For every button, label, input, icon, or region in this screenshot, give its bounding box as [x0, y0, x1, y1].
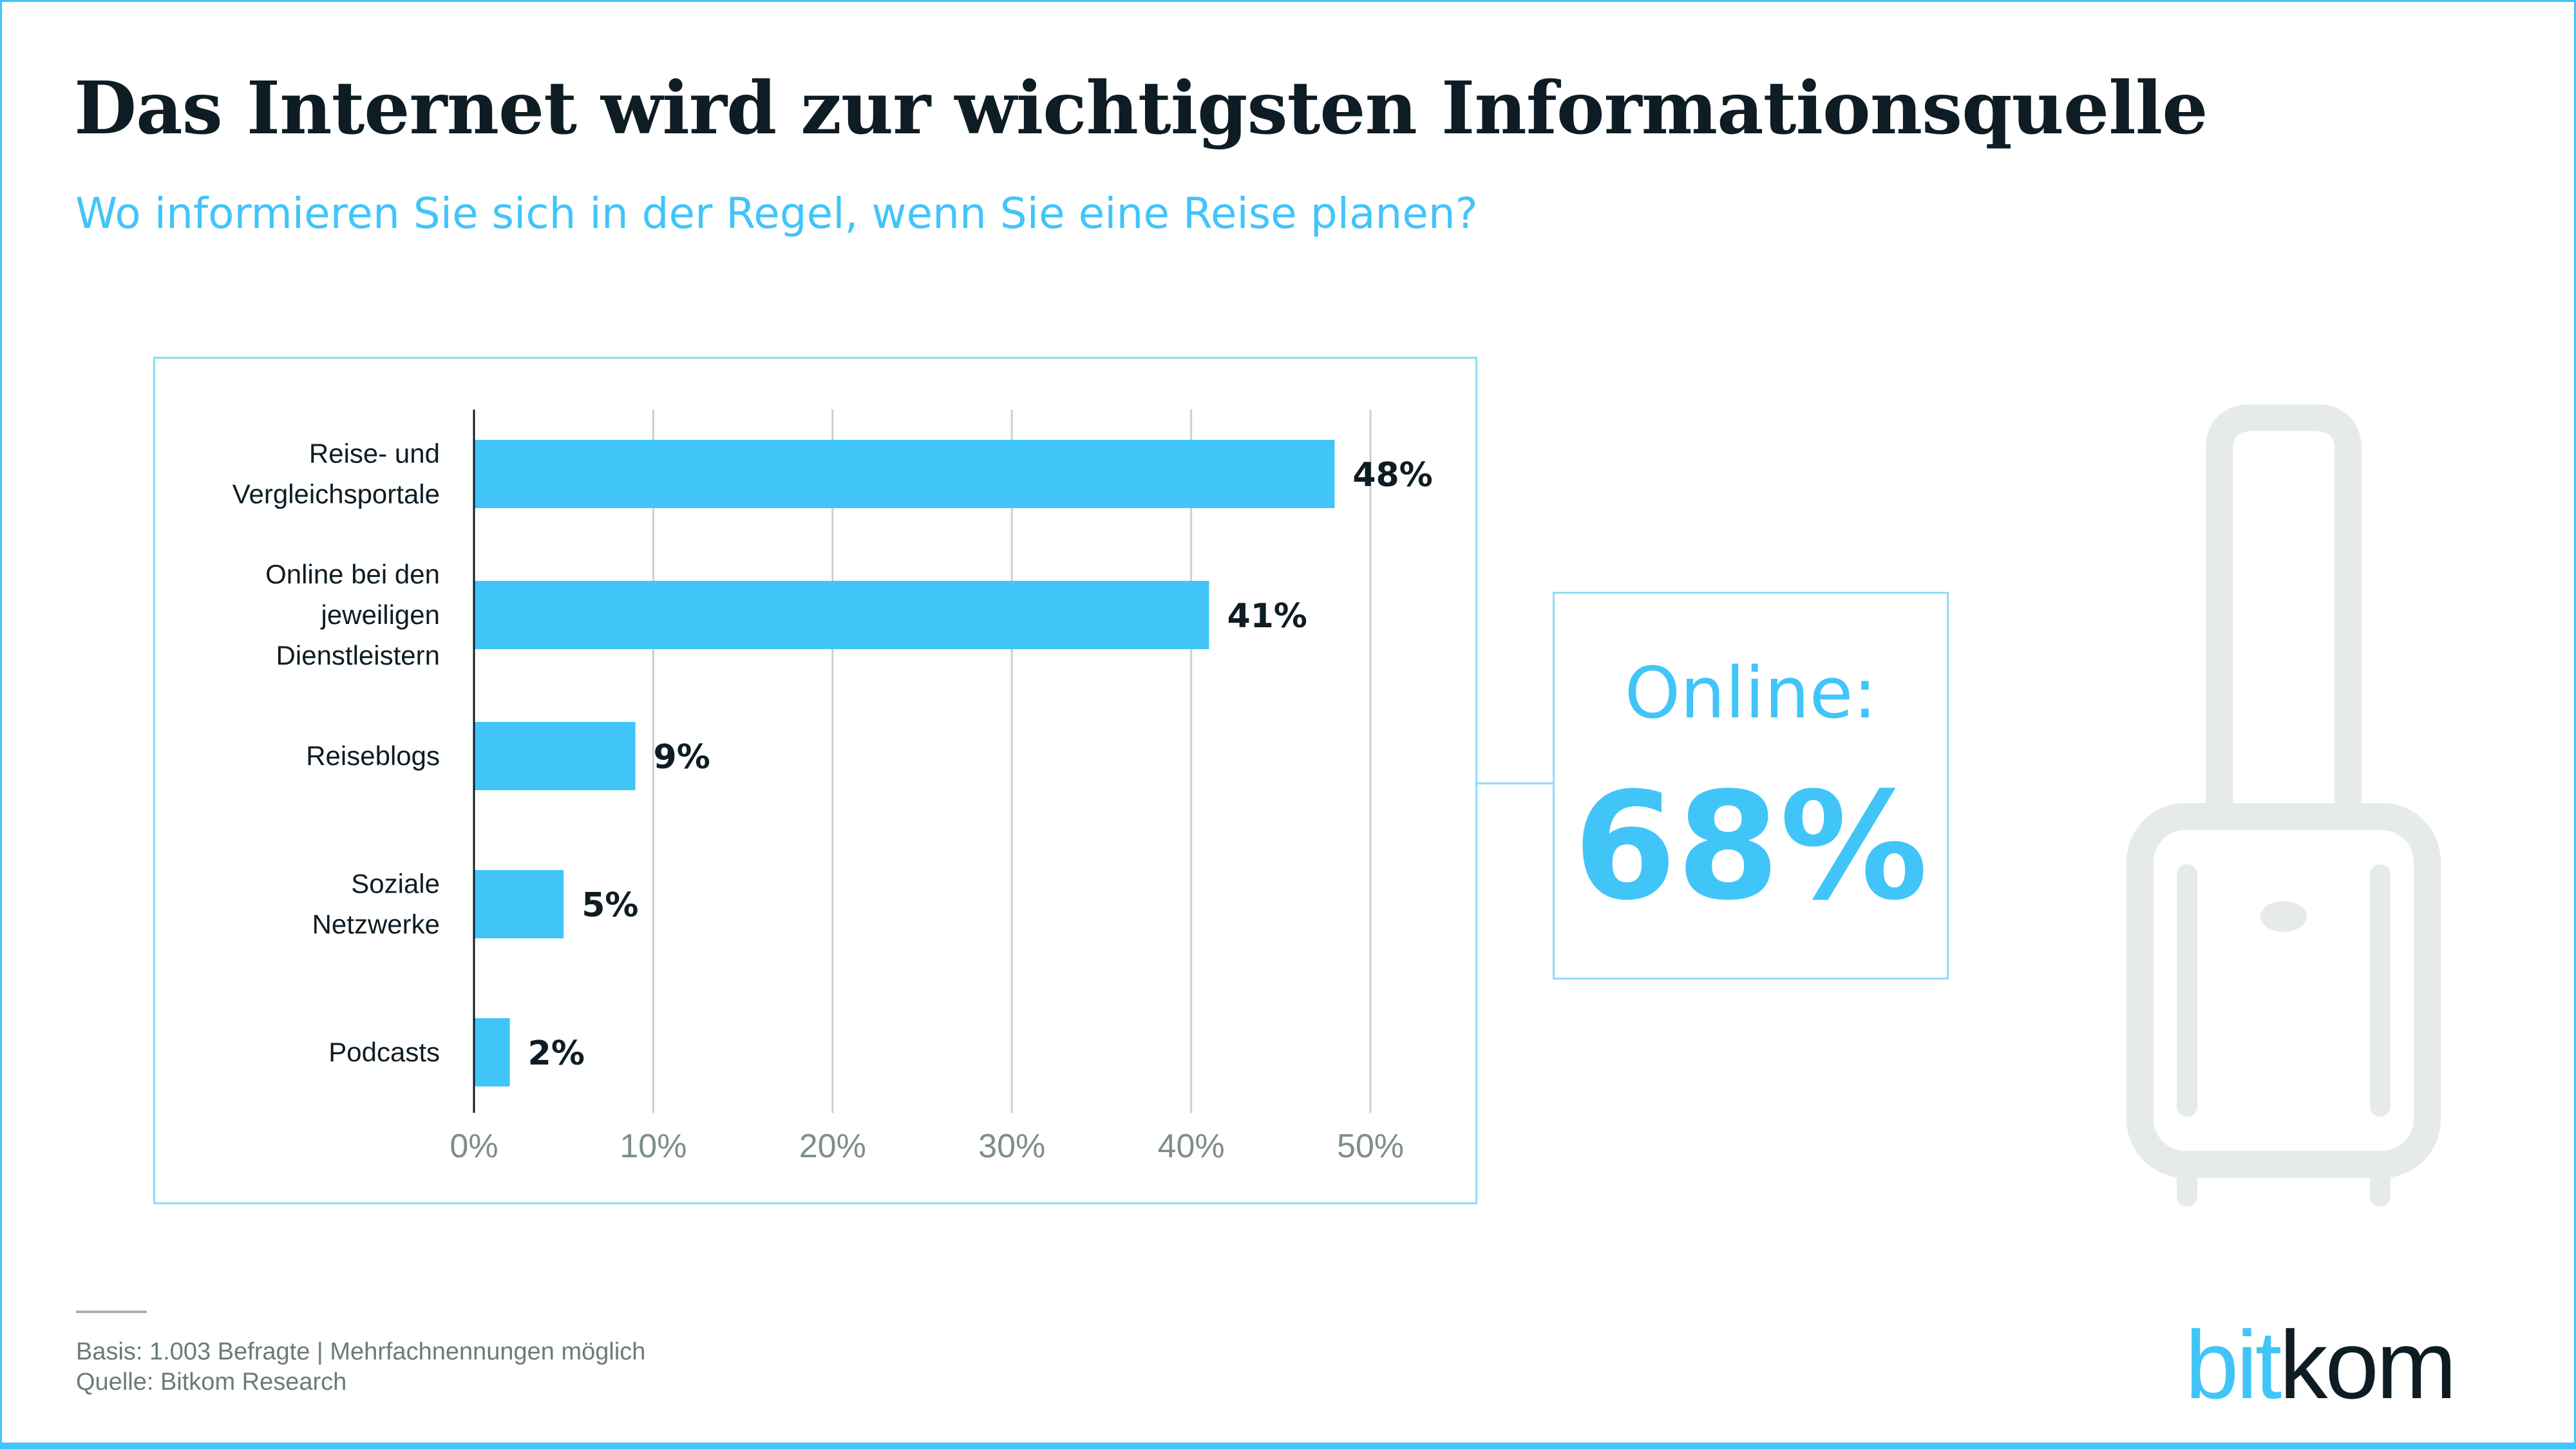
tick-label: 10%: [620, 1128, 687, 1165]
category-label: Reise- und: [309, 439, 440, 469]
category-label: Online bei den: [265, 559, 440, 589]
bar-chart: 0% 10% 20% 30% 40% 50% 48% Reise- und Vergleichs…: [232, 410, 1433, 1165]
data-label: 5%: [582, 886, 638, 925]
bitkom-logo: bitkom: [2185, 1311, 2457, 1419]
chart-frame: 0% 10% 20% 30% 40% 50% 48% Reise- und Vergleichs…: [153, 357, 1477, 1204]
data-label: 2%: [528, 1034, 585, 1073]
tick-label: 40%: [1158, 1128, 1225, 1165]
category-label: Dienstleistern: [276, 640, 440, 670]
tick-label: 30%: [978, 1128, 1045, 1165]
data-label: 48%: [1352, 456, 1432, 495]
online-callout: Online: 68%: [1553, 592, 1949, 980]
tick-label: 20%: [799, 1128, 866, 1165]
data-label: 9%: [654, 738, 710, 777]
tick-label: 50%: [1337, 1128, 1404, 1165]
bar: [474, 870, 564, 938]
category-label: Soziale: [351, 869, 440, 899]
bar: [474, 722, 636, 790]
footer-divider: [76, 1311, 147, 1313]
category-label: Reiseblogs: [306, 741, 440, 771]
data-label: 41%: [1227, 597, 1307, 636]
category-label: Podcasts: [328, 1037, 440, 1067]
callout-label: Online:: [1624, 652, 1877, 734]
connector-line: [1477, 782, 1553, 784]
bar: [474, 440, 1335, 508]
footer-source: Quelle: Bitkom Research: [76, 1368, 347, 1396]
chart-subtitle: Wo informieren Sie sich in der Regel, we…: [75, 189, 1478, 238]
bar: [474, 1018, 510, 1086]
tick-label: 0%: [450, 1128, 498, 1165]
category-label: Vergleichsportale: [232, 479, 440, 509]
category-label: Netzwerke: [312, 909, 440, 940]
chart-title: Das Internet wird zur wichtigsten Inform…: [74, 66, 2208, 151]
bar: [474, 581, 1209, 649]
footer-basis: Basis: 1.003 Befragte | Mehrfachnennunge…: [76, 1338, 646, 1365]
callout-value: 68%: [1573, 761, 1928, 933]
category-label: jeweiligen: [320, 600, 440, 630]
suitcase-icon: [2126, 404, 2441, 1206]
